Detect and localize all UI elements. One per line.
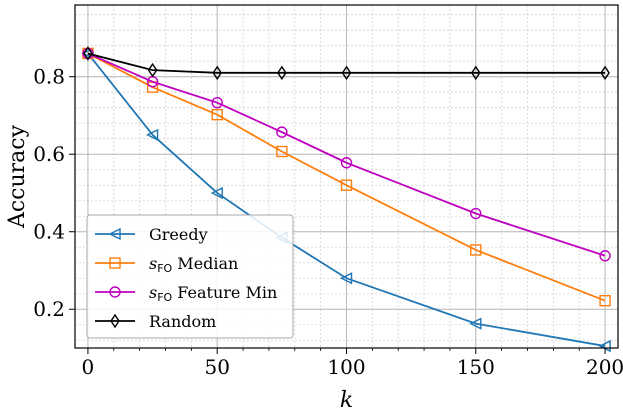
data-point: [211, 96, 223, 109]
legend-marker: [108, 227, 121, 241]
data-point: [277, 65, 287, 81]
x-tick-label: 150: [457, 355, 495, 379]
data-point: [340, 157, 353, 169]
data-point: [83, 46, 93, 61]
legend-entry: Random: [95, 312, 216, 331]
axis-ticks: [69, 76, 606, 354]
data-point: [599, 295, 611, 307]
legend-label: Greedy: [149, 225, 208, 244]
legend-entry: Greedy: [95, 225, 208, 244]
y-tick-label: 0.4: [33, 220, 65, 244]
x-axis-title: k: [340, 388, 353, 413]
data-point: [212, 65, 223, 81]
data-point: [470, 207, 482, 220]
y-tick-label: 0.6: [33, 142, 65, 166]
x-tick-label: 50: [204, 355, 229, 379]
data-point: [470, 65, 481, 81]
legend-box: [86, 214, 294, 339]
data-point: [211, 108, 223, 121]
data-point: [599, 250, 611, 262]
x-tick-label: 200: [586, 355, 623, 379]
legend-marker: [110, 313, 120, 329]
legend-label: Random: [149, 312, 216, 331]
y-axis-title: Accuracy: [5, 124, 30, 229]
data-point: [339, 272, 353, 285]
series-layer: [81, 46, 611, 353]
series-line: [87, 52, 606, 257]
legend-label: sFO Median: [149, 254, 238, 275]
data-point: [600, 65, 610, 81]
legend-entry: sFO Feature Min: [95, 283, 277, 304]
legend-marker: [109, 286, 121, 298]
data-point: [146, 128, 159, 141]
data-point: [469, 317, 482, 330]
data-point: [276, 126, 288, 138]
series-random: [83, 46, 610, 81]
x-tick-label: 0: [82, 355, 95, 379]
data-point: [470, 244, 482, 256]
tick-labels: 0 50 100 150 200 0.2 0.4 0.6 0.8: [33, 65, 623, 379]
y-tick-label: 0.2: [33, 297, 65, 321]
legend: Greedy sFO Median sFO Feature Min Random: [86, 214, 294, 339]
legend-marker: [109, 257, 121, 269]
data-point: [210, 186, 223, 200]
data-point: [340, 179, 353, 191]
series-line: [87, 52, 606, 74]
data-point: [341, 65, 352, 81]
data-point: [147, 62, 158, 78]
legend-entry: sFO Median: [95, 254, 238, 275]
legend-label: sFO Feature Min: [149, 283, 277, 304]
x-tick-label: 100: [327, 355, 365, 379]
y-tick-label: 0.8: [33, 65, 65, 89]
data-point: [276, 145, 288, 158]
